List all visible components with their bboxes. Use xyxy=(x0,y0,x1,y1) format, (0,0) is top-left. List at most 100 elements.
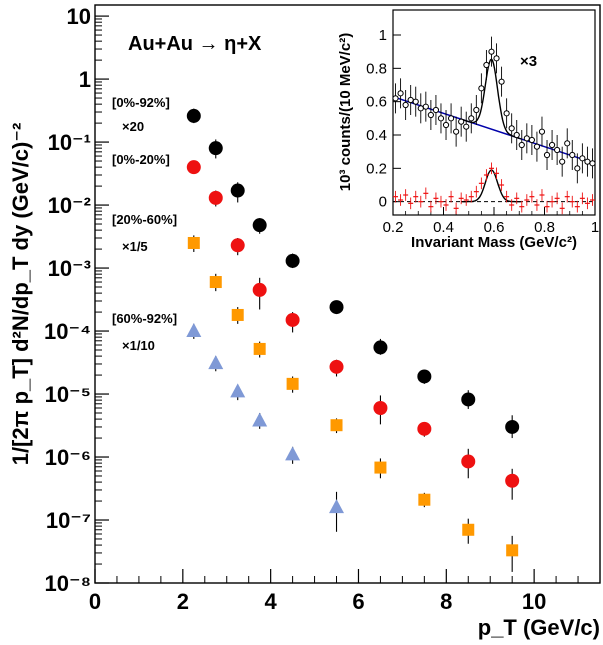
legend-scale-20-60: ×1/5 xyxy=(122,239,148,254)
data-point-triangle xyxy=(186,323,202,338)
inset-point-open-circle xyxy=(483,61,490,69)
inset-point-open-circle xyxy=(569,151,576,159)
y-tick-label: 10 xyxy=(67,4,91,29)
inset-point-open-circle xyxy=(513,131,520,139)
main-plot-frame xyxy=(94,4,601,584)
data-point-square xyxy=(506,544,519,557)
data-point-square xyxy=(330,419,343,432)
inset-point-open-circle xyxy=(412,98,419,105)
inset-point-open-circle xyxy=(498,78,505,85)
legend-label-0-92: [0%-92%] xyxy=(112,95,170,110)
inset-point-open-circle xyxy=(458,118,465,125)
legend-label-60-92: [60%-92%] xyxy=(112,311,177,326)
legend-scale-60-92: ×1/10 xyxy=(122,338,155,353)
inset-point-open-circle xyxy=(518,141,525,149)
y-tick-label: 10⁻⁶ xyxy=(45,445,91,470)
y-tick-label: 10⁻³ xyxy=(48,256,91,281)
inset-point-open-circle xyxy=(488,48,495,55)
inset-point-open-circle xyxy=(402,101,409,109)
inset-y-tick-label: 1 xyxy=(379,27,387,44)
inset-point-open-circle xyxy=(417,105,424,112)
inset-point-open-circle xyxy=(453,128,460,135)
inset-point-open-circle xyxy=(442,121,450,129)
inset-y-tick-label: 0.8 xyxy=(366,60,387,77)
inset-point-open-circle xyxy=(422,103,429,110)
data-point-circle xyxy=(230,183,245,198)
inset-x-tick-label: 0.2 xyxy=(383,219,404,236)
data-point-circle xyxy=(285,312,300,327)
data-point-square xyxy=(418,493,431,506)
inset-x-axis-label: Invariant Mass (GeV/c²) xyxy=(411,234,577,251)
inset-point-open-circle xyxy=(392,95,399,102)
data-point-circle xyxy=(329,300,344,315)
x-tick-label: 2 xyxy=(177,589,189,614)
data-point-square xyxy=(462,523,475,536)
data-point-square xyxy=(286,377,299,390)
inset-point-open-circle xyxy=(463,123,470,130)
y-tick-label: 10⁻⁵ xyxy=(45,382,91,407)
inset-y-tick-label: 0.6 xyxy=(366,94,387,111)
main-axis-ticks: 0 2 4 6 8 1010110⁻¹10⁻²10⁻³10⁻⁴10⁻⁵10⁻⁶10⁻⁷10… xyxy=(44,4,579,614)
y-tick-label: 10⁻⁸ xyxy=(45,571,91,596)
main-x-axis-label: p_T (GeV/c) xyxy=(478,615,600,640)
inset-y-tick-label: 0.2 xyxy=(366,160,387,177)
main-data-marks xyxy=(186,108,520,572)
x-tick-label: 0 xyxy=(89,589,101,614)
y-tick-label: 10⁻⁷ xyxy=(46,508,91,533)
inset-point-open-circle xyxy=(589,160,596,167)
inset-point-open-circle xyxy=(432,106,440,114)
inset-point-open-circle xyxy=(574,165,581,172)
inset-point-open-circle xyxy=(559,158,566,165)
y-tick-label: 10⁻² xyxy=(48,193,91,218)
data-point-square xyxy=(231,308,244,321)
inset-y-tick-label: 0.4 xyxy=(366,127,387,144)
inset-point-open-circle xyxy=(554,146,561,154)
data-point-circle xyxy=(186,160,201,175)
inset-point-open-circle xyxy=(503,110,510,117)
x-tick-label: 8 xyxy=(440,589,452,614)
main-y-axis-label: 1/[2π p_T] d²N/dp_T dy (GeV/c)⁻² xyxy=(8,123,33,466)
inset-point-open-circle xyxy=(493,55,500,62)
legend-scale-0-92: ×20 xyxy=(122,119,144,134)
data-point-circle xyxy=(373,340,388,355)
data-point-circle xyxy=(186,108,201,123)
x-tick-label: 10 xyxy=(522,589,546,614)
data-point-square xyxy=(187,236,200,249)
data-point-circle xyxy=(285,253,300,268)
inset-y-tick-label: 0 xyxy=(379,194,387,211)
inset-point-open-circle xyxy=(564,140,571,147)
inset-point-open-circle xyxy=(397,90,404,97)
data-point-circle xyxy=(505,419,520,434)
inset-annotation-x3: ×3 xyxy=(520,53,537,70)
legend-label-20-60: [20%-60%] xyxy=(112,212,177,227)
y-tick-label: 10⁻⁴ xyxy=(44,319,91,344)
data-point-circle xyxy=(461,454,476,469)
data-point-circle xyxy=(505,473,520,488)
data-point-circle xyxy=(373,401,388,416)
data-point-triangle xyxy=(230,383,246,398)
inset-point-open-circle xyxy=(473,106,480,114)
data-point-circle xyxy=(230,238,245,253)
inset-axis-ticks: 0.2 0.4 0.6 0.8 1 0 0.2 0.4 0.6 0.8 1 xyxy=(366,27,599,236)
data-point-circle xyxy=(417,421,432,436)
inset-point-open-circle xyxy=(447,115,455,122)
data-point-square xyxy=(253,342,266,355)
inset-x-tick-label: 0.8 xyxy=(534,219,555,236)
data-point-circle xyxy=(417,369,432,384)
data-point-circle xyxy=(461,392,476,407)
inset-point-open-circle xyxy=(584,158,591,165)
data-point-triangle xyxy=(252,412,268,427)
main-chart-title: Au+Au → η+X xyxy=(128,33,262,55)
data-point-square xyxy=(374,461,387,474)
inset-point-open-circle xyxy=(533,143,541,150)
data-point-triangle xyxy=(329,499,345,514)
inset-point-open-circle xyxy=(528,136,535,144)
inset-point-open-circle xyxy=(538,128,546,135)
inset-point-open-circle xyxy=(543,151,551,159)
data-point-circle xyxy=(252,282,267,297)
y-tick-label: 10⁻¹ xyxy=(48,130,91,155)
data-point-triangle xyxy=(208,355,224,370)
inset-point-open-circle xyxy=(478,85,485,92)
data-point-circle xyxy=(252,218,267,233)
